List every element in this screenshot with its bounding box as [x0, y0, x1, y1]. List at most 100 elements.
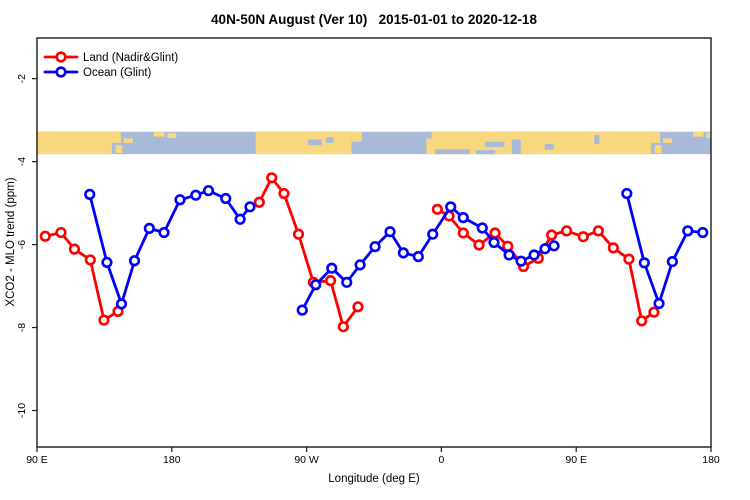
- series-land-marker: [648, 306, 660, 318]
- series-land-marker: [253, 196, 265, 208]
- series-land-marker: [337, 321, 349, 333]
- series-land-marker: [278, 187, 290, 200]
- series-land-line: [257, 176, 360, 329]
- series-ocean-marker: [202, 185, 215, 197]
- series-ocean-marker: [128, 255, 141, 267]
- series-land-marker: [577, 231, 589, 243]
- series-land-marker: [592, 225, 604, 237]
- series-ocean-marker: [488, 236, 500, 249]
- map-band-land-patch: [663, 138, 673, 143]
- y-tick-label: -4: [16, 157, 28, 166]
- series-ocean-marker: [310, 279, 322, 291]
- series-land-marker: [98, 314, 110, 326]
- legend-item-label: Land (Nadir&Glint): [83, 52, 178, 64]
- series-ocean-marker: [369, 241, 381, 253]
- map-band-land-patch: [706, 132, 711, 139]
- map-band-land-patch: [115, 145, 123, 154]
- plot-border: [36, 37, 712, 448]
- map-band-water-patch: [511, 139, 521, 155]
- series-ocean-marker: [653, 297, 665, 310]
- map-band-land-patch: [153, 131, 165, 137]
- series-land-marker: [55, 226, 67, 239]
- series-ocean-marker: [412, 251, 424, 263]
- map-band-land-patch: [654, 145, 662, 154]
- series-land-marker: [561, 225, 573, 237]
- series-ocean-marker: [476, 222, 488, 234]
- series-ocean-marker: [115, 298, 128, 310]
- series-ocean-marker: [697, 226, 709, 239]
- map-band-land-patch: [37, 131, 112, 155]
- map-band-water-patch: [544, 144, 554, 150]
- series-land-marker: [431, 203, 443, 215]
- map-band-land-patch: [167, 132, 177, 139]
- series-ocean-marker: [638, 257, 650, 269]
- series-ocean-marker: [158, 226, 170, 239]
- series-ocean-marker: [296, 304, 308, 316]
- map-band-land-patch: [651, 131, 661, 143]
- legend-item-label: Ocean (Glint): [83, 67, 152, 79]
- series-ocean-marker: [384, 226, 396, 238]
- y-tick-label: -6: [16, 240, 28, 249]
- x-tick-label: 0: [438, 454, 444, 466]
- series-land-marker: [352, 301, 364, 313]
- series-ocean-marker: [354, 259, 366, 271]
- series-ocean-marker: [515, 255, 527, 267]
- series-ocean-marker: [445, 201, 457, 213]
- series-land-marker: [292, 228, 305, 240]
- y-tick-label: -10: [16, 403, 28, 418]
- x-tick-label: 90 E: [565, 454, 587, 466]
- series-land-line: [435, 207, 656, 323]
- series-ocean-marker: [244, 201, 256, 213]
- y-tick-label: -2: [16, 74, 28, 83]
- map-band-water-patch: [435, 149, 470, 155]
- series-ocean-marker: [174, 194, 186, 206]
- series-land-marker: [324, 275, 337, 287]
- map-band-land-patch: [123, 138, 133, 143]
- series-ocean-marker: [220, 192, 232, 205]
- map-band-water-patch: [484, 141, 505, 147]
- legend-marker-sample: [55, 51, 67, 63]
- map-band-water-patch: [426, 131, 432, 139]
- series-land-marker: [84, 254, 96, 266]
- series-ocean-marker: [84, 188, 96, 200]
- series-ocean-marker: [234, 213, 246, 225]
- series-ocean-marker: [621, 187, 633, 200]
- series-land-marker: [607, 242, 619, 254]
- series-ocean-marker: [397, 247, 409, 259]
- series-land-marker: [489, 227, 501, 239]
- map-band-land-patch: [111, 131, 121, 143]
- map-band-water-patch: [594, 135, 600, 145]
- series-land-marker: [636, 315, 648, 327]
- series-land-marker: [623, 253, 635, 265]
- series-ocean-marker: [101, 256, 113, 269]
- series-ocean-marker: [528, 249, 540, 261]
- series-land-marker: [266, 172, 278, 184]
- series-ocean-marker: [548, 240, 560, 252]
- map-band-water-patch: [326, 137, 334, 143]
- x-tick-label: 180: [163, 454, 181, 466]
- series-ocean-marker: [190, 189, 202, 201]
- series-land-marker: [502, 240, 514, 252]
- series-land-marker: [457, 227, 469, 239]
- series-ocean-marker: [143, 222, 155, 234]
- x-tick-label: 90 W: [294, 454, 319, 466]
- map-band-water-patch: [308, 139, 322, 146]
- map-band-land-patch: [693, 131, 704, 137]
- map-band-land-patch: [351, 131, 363, 142]
- series-land-marker: [68, 243, 81, 255]
- map-band-water-patch: [475, 150, 496, 155]
- series-ocean-marker: [326, 262, 338, 274]
- x-axis-title: Longitude (deg E): [328, 473, 420, 485]
- x-tick-label: 90 E: [26, 454, 48, 466]
- series-ocean-marker: [503, 249, 515, 261]
- series-ocean-line: [88, 189, 252, 306]
- series-land-marker: [39, 230, 51, 242]
- series-ocean-marker: [539, 243, 551, 255]
- series-land-marker: [473, 239, 485, 251]
- x-tick-label: 180: [702, 454, 720, 466]
- legend-marker-sample: [55, 66, 67, 78]
- series-ocean-marker: [427, 228, 439, 240]
- map-band-land-patch: [255, 131, 352, 155]
